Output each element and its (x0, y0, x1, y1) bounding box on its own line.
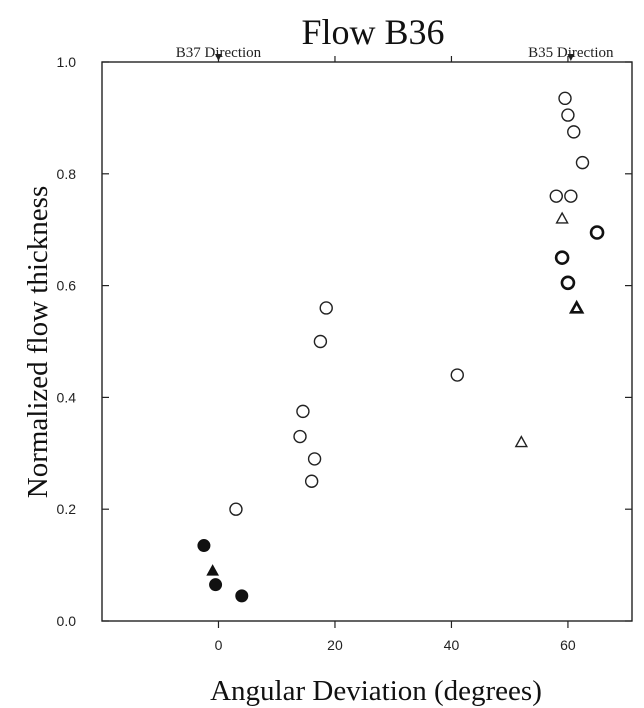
data-point-open-circle (304, 474, 319, 488)
chart-title: Flow B36 (301, 12, 444, 52)
data-point-open-circle (293, 429, 307, 444)
x-tick-label: 20 (327, 637, 343, 653)
data-point-open-circle (296, 404, 310, 419)
data-point-open-circle (561, 108, 575, 122)
data-point-open-circle (575, 155, 590, 170)
data-point-open-triangle (514, 435, 529, 448)
data-point-bold-open-circle (554, 250, 570, 265)
y-tick-label: 0.4 (57, 389, 77, 405)
y-tick-label: 0.8 (57, 166, 77, 182)
data-point-open-circle (549, 189, 563, 203)
data-point-bold-open-circle (589, 225, 605, 240)
data-point-open-circle (307, 452, 322, 466)
data-point-open-circle (450, 368, 464, 382)
y-tick-label: 1.0 (57, 54, 77, 70)
data-point-filled-circle (209, 578, 223, 592)
y-tick-label: 0.0 (57, 613, 77, 629)
direction-arrow (567, 54, 575, 61)
x-tick-label: 40 (444, 637, 460, 653)
data-point-open-circle (558, 91, 572, 106)
x-axis-label: Angular Deviation (degrees) (210, 675, 542, 707)
x-tick-label: 0 (215, 637, 223, 653)
data-point-open-circle (564, 189, 578, 203)
plot-frame (101, 61, 633, 622)
data-point-bold-open-triangle (568, 299, 585, 314)
data-point-open-circle (313, 334, 328, 349)
data-point-filled-circle (235, 589, 249, 603)
data-point-open-triangle (555, 211, 569, 224)
direction-label: B37 Direction (176, 45, 262, 61)
direction-label: B35 Direction (528, 45, 614, 61)
data-point-filled-circle (197, 539, 211, 553)
axis-ticks: 0.0 0.2 0.4 0.6 0.8 1.0 0 20 40 60 (57, 54, 632, 653)
data-point-open-circle (229, 502, 243, 516)
direction-annotations: B37 Direction B35 Direction (176, 45, 614, 61)
data-point-open-circle (319, 301, 333, 315)
data-point-bold-open-circle (560, 275, 576, 291)
data-point-open-circle (567, 125, 581, 139)
y-tick-label: 0.2 (57, 501, 77, 517)
data-point-filled-triangle (206, 564, 220, 576)
direction-arrow (214, 54, 222, 61)
data-points (197, 91, 605, 603)
y-axis-label: Normalized flow thickness (22, 186, 54, 498)
x-tick-label: 60 (560, 637, 576, 653)
y-tick-label: 0.6 (57, 278, 77, 294)
